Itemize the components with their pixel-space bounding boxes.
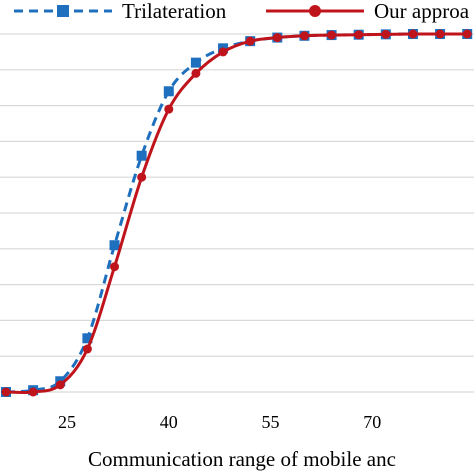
legend-marker — [57, 5, 69, 17]
x-tick-label: 55 — [262, 412, 280, 432]
x-tick-label: 40 — [160, 412, 178, 432]
data-point-marker — [55, 380, 65, 390]
data-point-marker — [163, 86, 174, 97]
x-axis-title: Communication range of mobile anc — [88, 447, 396, 471]
data-point-marker — [191, 68, 201, 78]
data-point-marker — [327, 30, 337, 40]
data-point-marker — [82, 333, 93, 344]
x-tick-label: 70 — [363, 412, 381, 432]
legend: Trilateration Our approa — [14, 0, 470, 23]
data-point-marker — [28, 387, 38, 397]
x-tick-label: 25 — [58, 412, 76, 432]
data-point-marker — [110, 262, 120, 272]
gridlines — [0, 33, 474, 393]
legend-label: Trilateration — [122, 0, 227, 23]
data-point-marker — [354, 30, 364, 40]
series-layer — [1, 29, 473, 397]
data-point-marker — [164, 104, 174, 114]
data-point-marker — [82, 344, 92, 354]
x-tick-labels: 25 40 55 70 — [58, 412, 381, 432]
data-point-marker — [381, 29, 391, 39]
data-point-marker — [462, 29, 472, 39]
data-point-marker — [136, 150, 147, 161]
data-point-marker — [109, 240, 120, 251]
data-point-marker — [245, 36, 255, 46]
data-point-marker — [272, 33, 282, 43]
data-point-marker — [408, 29, 418, 39]
legend-marker — [309, 5, 321, 17]
data-point-marker — [137, 172, 147, 182]
legend-label: Our approa — [374, 0, 470, 23]
data-point-marker — [435, 29, 445, 39]
series-our-approach — [1, 29, 472, 397]
data-point-marker — [1, 387, 11, 397]
data-point-marker — [299, 31, 309, 41]
data-point-marker — [190, 57, 201, 68]
data-point-marker — [218, 47, 228, 57]
